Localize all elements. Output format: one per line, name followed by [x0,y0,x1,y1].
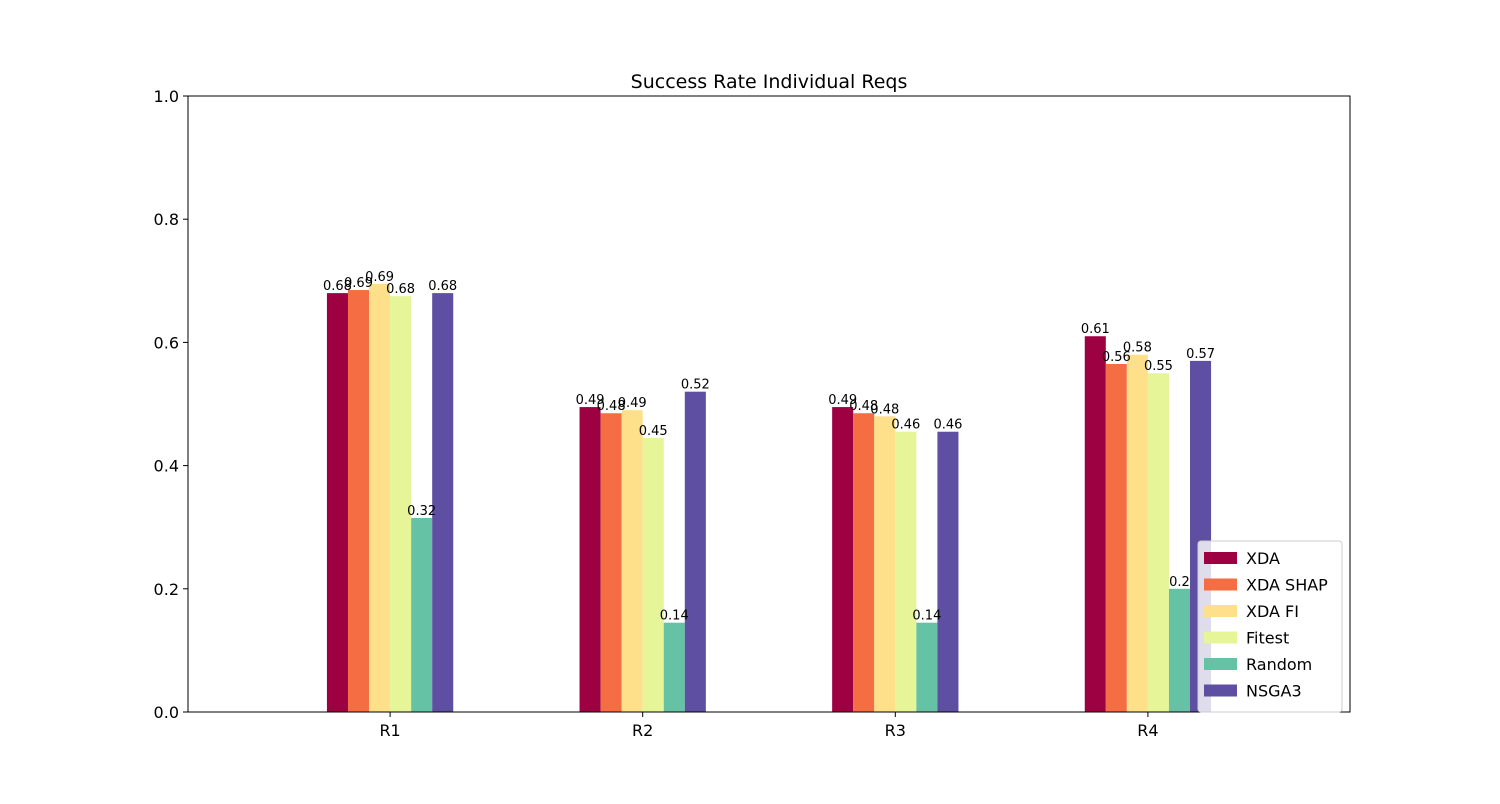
data-label: 0.46 [933,418,962,433]
x-tick-label: R4 [1137,721,1158,740]
y-tick-label: 1.0 [154,87,179,106]
legend-label: XDA FI [1246,602,1299,621]
data-label: 0.68 [323,279,352,294]
data-label: 0.57 [1186,347,1215,362]
legend: XDA XDA SHAP XDA FI Fitest Random NSGA3 [1197,540,1343,713]
data-label: 0.58 [1123,341,1152,356]
data-label: 0.49 [576,393,605,408]
bar-nsga3-r3 [937,431,959,712]
y-tick-label: 0.0 [154,703,179,722]
legend-swatch [1204,684,1237,697]
bar-xda-r2 [579,407,601,712]
bar-random-r1 [411,517,433,712]
data-label: 0.32 [407,504,436,519]
data-label: 0.55 [1144,359,1173,374]
data-label: 0.69 [365,270,394,285]
legend-label: XDA SHAP [1246,576,1328,595]
data-label: 0.61 [1081,322,1110,337]
legend-swatch [1204,605,1237,617]
bar-labels-layer: 0.680.49 0.490.610.690.48 0.480.560.690.49… [323,270,1215,624]
data-label: 0.56 [1102,350,1131,365]
bar-xda-r1 [326,293,348,712]
y-tick-label: 0.4 [154,457,179,476]
bar-random-r4 [1168,588,1191,712]
bar-xda-fi-r1 [369,283,391,712]
y-tick-label: 0.6 [154,333,179,352]
bar-random-r2 [663,622,685,712]
data-label: 0.48 [849,399,878,414]
legend-swatch [1204,631,1237,644]
bar-xda-fi-r4 [1126,354,1148,712]
bar-fitest-r2 [642,437,664,712]
data-label: 0.46 [891,418,920,433]
legend-label: Fitest [1246,629,1289,648]
x-tick-label: R3 [885,721,906,740]
axes-frame [187,95,1351,713]
data-label: 0.2 [1169,575,1190,590]
data-label: 0.68 [386,282,415,297]
legend-swatch [1204,658,1237,670]
data-label: 0.49 [618,396,647,411]
x-axis: R1 R2 R3 R4 [379,712,1159,740]
data-label: 0.14 [660,609,689,624]
bar-xda-r4 [1084,336,1106,712]
x-tick-label: R1 [379,721,400,740]
x-tick-label: R2 [632,721,653,740]
bar-random-r3 [916,622,938,712]
bars-layer [326,283,1212,712]
legend-label: XDA [1246,549,1280,568]
bar-xda-fi-r3 [874,416,896,712]
bar-xda-r3 [832,407,854,712]
bar-xda-shap-r3 [853,413,875,712]
data-label: 0.68 [428,279,457,294]
y-tick-label: 0.2 [154,580,179,599]
legend-swatch [1204,552,1237,564]
y-tick-label: 0.8 [154,210,179,229]
data-label: 0.52 [681,378,710,393]
data-label: 0.14 [912,609,941,624]
bar-xda-shap-r2 [600,413,622,712]
bar-fitest-r3 [895,431,917,712]
legend-label: Random [1246,655,1312,674]
data-label: 0.49 [828,393,857,408]
legend-label: NSGA3 [1246,682,1302,701]
bar-xda-shap-r4 [1105,363,1127,712]
bar-fitest-r4 [1147,373,1169,712]
y-axis: 0.0 0.2 0.4 0.6 0.8 1.0 [154,87,188,722]
data-label: 0.48 [870,402,899,417]
data-label: 0.69 [344,276,373,291]
chart-title: Success Rate Individual Reqs [631,71,908,93]
bar-fitest-r1 [390,296,412,712]
bar-xda-shap-r1 [347,290,370,712]
legend-swatch [1204,578,1237,591]
bar-xda-fi-r2 [621,410,643,712]
bar-nsga3-r2 [684,391,706,712]
data-label: 0.48 [597,399,626,414]
data-label: 0.45 [639,424,668,439]
bar-nsga3-r1 [432,293,454,712]
